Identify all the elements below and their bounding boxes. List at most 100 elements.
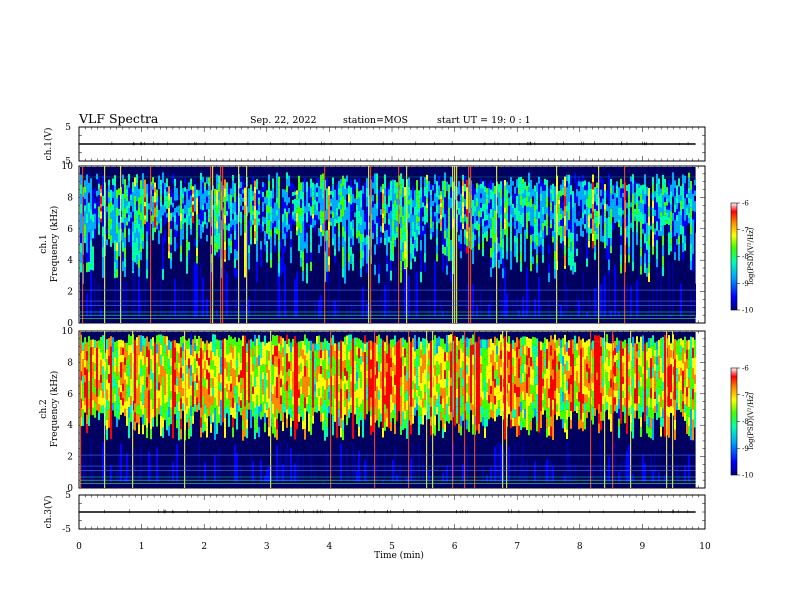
spectrogram-cell	[204, 194, 206, 200]
spectrogram-cell	[156, 193, 158, 198]
spectrogram-cell	[554, 260, 556, 270]
spectrogram-cell	[412, 207, 414, 215]
spectrogram-cell	[418, 194, 420, 200]
spectrogram-cell	[436, 189, 438, 198]
spectrogram-cell	[106, 419, 108, 430]
spectrogram-cell	[134, 223, 136, 233]
spectrogram-cell	[190, 426, 192, 437]
spectrogram-cell	[522, 198, 524, 204]
spectrogram-cell	[252, 205, 254, 211]
spectrogram-cell	[216, 221, 218, 229]
spectrogram-cell	[196, 206, 198, 215]
spectrogram-cell	[206, 190, 208, 197]
spectrogram-cell	[200, 224, 202, 232]
spectrogram-cell	[448, 238, 450, 246]
spectrogram-cell	[268, 180, 270, 188]
spectrogram-cell	[352, 236, 354, 246]
spectrogram-cell	[522, 217, 524, 223]
spectrogram-cell	[670, 211, 672, 219]
spectrogram-cell	[570, 311, 572, 317]
spectrogram-cell	[382, 193, 384, 199]
spectrogram-cell	[676, 191, 678, 198]
spectrogram-cell	[98, 372, 100, 381]
spectrogram-cell	[622, 205, 624, 211]
spectrogram-cell	[434, 207, 436, 212]
spectrogram-cell	[500, 189, 502, 198]
spectrogram-cell	[648, 216, 650, 226]
spectrogram-cell	[422, 207, 424, 212]
spectrogram-cell	[458, 181, 460, 188]
spectrogram-cell	[570, 260, 572, 271]
spectrogram-cell	[300, 207, 302, 217]
spectrogram-cell	[102, 185, 104, 196]
spectrogram-cell	[128, 228, 130, 236]
spectrogram-cell	[180, 377, 182, 389]
spectrogram-cell	[182, 188, 184, 194]
spectrogram-cell	[640, 221, 642, 230]
spectrogram-cell	[108, 391, 110, 401]
spectrogram-cell	[196, 214, 198, 223]
spectrogram-cell	[132, 221, 134, 232]
spectrogram-cell	[328, 264, 330, 274]
spectrogram-cell	[318, 177, 320, 187]
spectrogram-cell	[80, 252, 82, 263]
spectrogram-cell	[498, 184, 500, 193]
spectrogram-cell	[156, 362, 158, 372]
spectrogram-cell	[114, 240, 116, 251]
spectrogram-cell	[528, 201, 530, 207]
spectrogram-cell	[506, 236, 508, 244]
spectrogram-cell	[668, 232, 670, 240]
spectrogram-cell	[108, 347, 110, 357]
y-tick-label: 6	[67, 390, 73, 400]
spectrogram-cell	[144, 206, 146, 211]
spectrogram-cell	[118, 188, 120, 196]
spectrogram-cell	[528, 206, 530, 212]
spectrogram-cell	[226, 273, 228, 317]
spectrogram-cell	[336, 211, 338, 216]
spectrogram-cell	[168, 193, 170, 201]
spectrogram-cell	[436, 253, 438, 262]
spectrogram-cell	[196, 256, 198, 265]
spectrogram-cell	[108, 191, 110, 198]
spectrogram-cell	[114, 379, 116, 387]
spectrogram-cell	[264, 217, 266, 225]
spectrogram-cell	[326, 209, 328, 220]
spectrogram-cell	[532, 188, 534, 197]
spectrogram-cell	[182, 358, 184, 366]
spectrogram-cell	[84, 211, 86, 218]
spectrogram-cell	[608, 259, 610, 271]
spectrogram-cell	[544, 190, 546, 197]
spectrogram-cell	[602, 235, 604, 243]
spectrogram-cell	[428, 186, 430, 192]
spectrogram-cell	[646, 310, 648, 317]
spectrogram-cell	[202, 226, 204, 233]
spectrogram-cell	[522, 296, 524, 317]
spectrogram-cell	[344, 231, 346, 242]
spectrogram-cell	[498, 226, 500, 235]
spectrogram-cell	[362, 209, 364, 218]
spectrogram-cell	[364, 198, 366, 206]
spectrogram-cell	[264, 224, 266, 231]
y-tick-label: 6	[67, 225, 73, 235]
spectrogram-cell	[662, 225, 664, 236]
spectrogram-cell	[668, 187, 670, 196]
spectrogram-cell	[230, 201, 232, 208]
spectrogram-cell	[92, 222, 94, 231]
spectrogram-cell	[476, 197, 478, 202]
spectrogram-cell	[332, 197, 334, 205]
spectrogram-cell	[180, 347, 182, 358]
spectrogram-cell	[450, 229, 452, 240]
spectrogram-cell	[414, 248, 416, 257]
spectrogram-cell	[378, 236, 380, 246]
spectrogram-cell	[568, 247, 570, 257]
spectrogram-cell	[126, 409, 128, 418]
spectrogram-cell	[352, 245, 354, 254]
spectrogram-cell	[574, 222, 576, 233]
spectrogram-cell	[108, 356, 110, 366]
spectrogram-cell	[616, 189, 618, 194]
spectrogram-cell	[156, 399, 158, 409]
spectrogram-cell	[318, 219, 320, 228]
spectrogram-cell	[178, 343, 180, 354]
spectrogram-cell	[138, 414, 140, 425]
spectrogram-cell	[482, 188, 484, 197]
